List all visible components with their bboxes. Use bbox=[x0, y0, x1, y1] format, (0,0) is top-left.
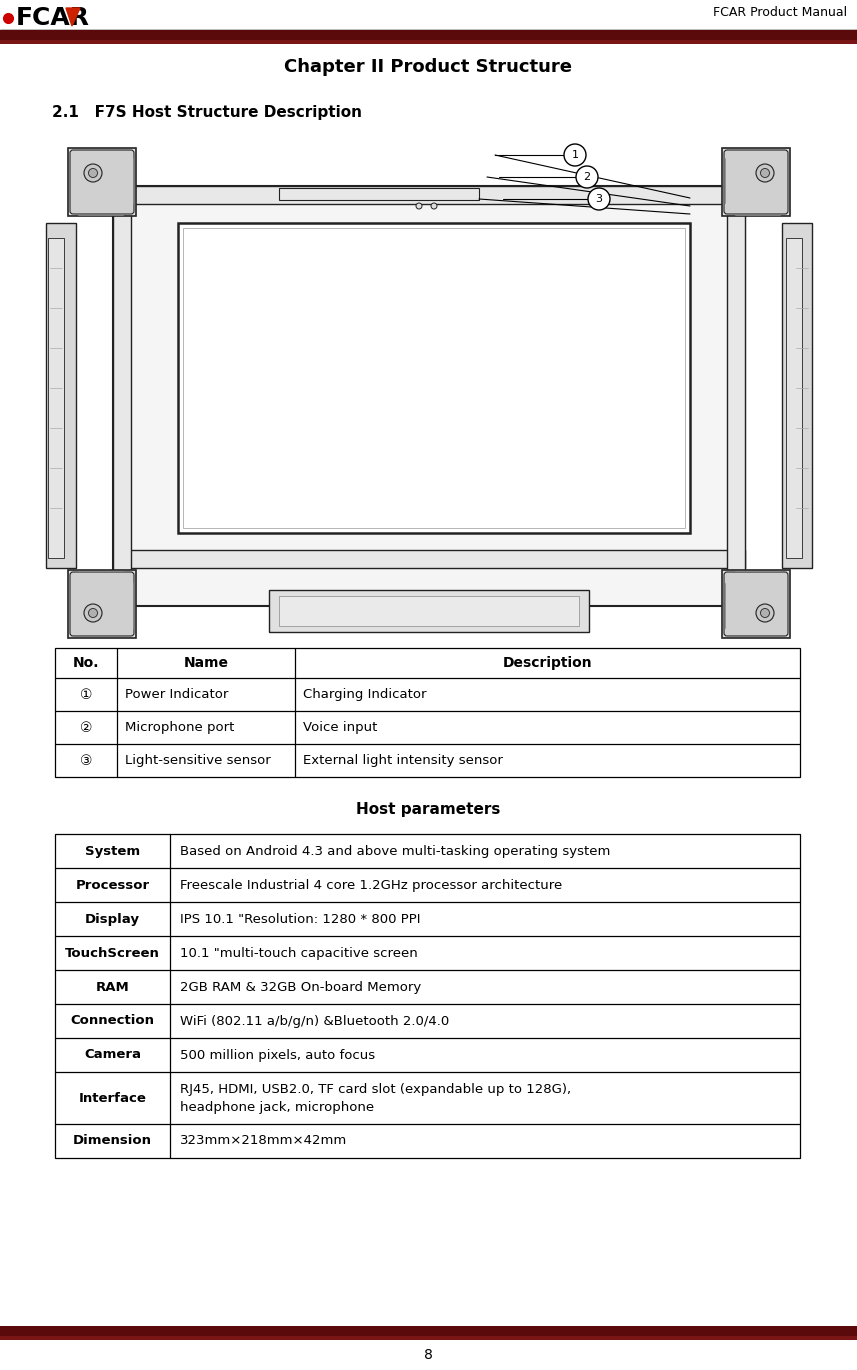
Bar bbox=[113, 186, 745, 606]
Bar bbox=[279, 188, 479, 200]
Text: Processor: Processor bbox=[75, 878, 150, 892]
Circle shape bbox=[756, 604, 774, 622]
Circle shape bbox=[760, 169, 770, 178]
Text: TouchScreen: TouchScreen bbox=[65, 947, 160, 959]
Bar bbox=[68, 148, 136, 216]
Text: Camera: Camera bbox=[84, 1048, 141, 1062]
Bar bbox=[55, 834, 800, 1158]
Text: Name: Name bbox=[183, 656, 229, 670]
Bar bbox=[113, 549, 745, 569]
FancyBboxPatch shape bbox=[724, 573, 788, 636]
Bar bbox=[0, 40, 857, 44]
Bar bbox=[0, 1326, 857, 1336]
Text: ②: ② bbox=[80, 721, 93, 734]
Bar bbox=[786, 238, 802, 558]
Text: Voice input: Voice input bbox=[303, 721, 377, 734]
Polygon shape bbox=[66, 8, 80, 26]
Bar bbox=[183, 227, 685, 527]
Text: ①: ① bbox=[80, 688, 93, 701]
Circle shape bbox=[84, 604, 102, 622]
Text: RJ45, HDMI, USB2.0, TF card slot (expandable up to 128G),: RJ45, HDMI, USB2.0, TF card slot (expand… bbox=[180, 1082, 571, 1096]
Text: IPS 10.1 "Resolution: 1280 * 800 PPI: IPS 10.1 "Resolution: 1280 * 800 PPI bbox=[180, 912, 421, 926]
Text: External light intensity sensor: External light intensity sensor bbox=[303, 754, 503, 767]
Text: 8: 8 bbox=[423, 1348, 433, 1362]
Circle shape bbox=[416, 203, 422, 210]
Text: 10.1 "multi-touch capacitive screen: 10.1 "multi-touch capacitive screen bbox=[180, 947, 417, 959]
Bar bbox=[269, 590, 589, 632]
Text: Display: Display bbox=[85, 912, 140, 926]
Text: FCAR: FCAR bbox=[16, 5, 90, 30]
Bar bbox=[727, 186, 745, 606]
Circle shape bbox=[88, 169, 98, 178]
Text: Light-sensitive sensor: Light-sensitive sensor bbox=[125, 754, 271, 767]
FancyBboxPatch shape bbox=[70, 573, 134, 636]
Bar bbox=[0, 1336, 857, 1340]
Text: 500 million pixels, auto focus: 500 million pixels, auto focus bbox=[180, 1048, 375, 1062]
FancyBboxPatch shape bbox=[70, 149, 134, 214]
Text: Connection: Connection bbox=[70, 1015, 154, 1028]
Bar bbox=[0, 0, 857, 30]
Circle shape bbox=[88, 608, 98, 618]
Text: 1: 1 bbox=[572, 149, 578, 160]
Text: Based on Android 4.3 and above multi-tasking operating system: Based on Android 4.3 and above multi-tas… bbox=[180, 844, 610, 858]
Bar bbox=[0, 30, 857, 40]
Text: 2: 2 bbox=[584, 173, 590, 182]
Bar bbox=[722, 148, 790, 216]
Text: WiFi (802.11 a/b/g/n) &Bluetooth 2.0/4.0: WiFi (802.11 a/b/g/n) &Bluetooth 2.0/4.0 bbox=[180, 1015, 449, 1028]
Bar bbox=[55, 648, 800, 777]
Text: Host parameters: Host parameters bbox=[356, 801, 500, 817]
Text: Chapter II Product Structure: Chapter II Product Structure bbox=[284, 58, 572, 75]
Text: 3: 3 bbox=[596, 195, 602, 204]
Bar bbox=[722, 570, 790, 638]
Bar bbox=[782, 223, 812, 569]
Circle shape bbox=[84, 164, 102, 182]
Text: 2GB RAM & 32GB On-board Memory: 2GB RAM & 32GB On-board Memory bbox=[180, 981, 422, 993]
Bar bbox=[279, 596, 579, 626]
Circle shape bbox=[564, 144, 586, 166]
Text: Freescale Industrial 4 core 1.2GHz processor architecture: Freescale Industrial 4 core 1.2GHz proce… bbox=[180, 878, 562, 892]
Text: Charging Indicator: Charging Indicator bbox=[303, 688, 427, 701]
Circle shape bbox=[576, 166, 598, 188]
Text: 2.1   F7S Host Structure Description: 2.1 F7S Host Structure Description bbox=[52, 105, 362, 121]
Text: 323mm×218mm×42mm: 323mm×218mm×42mm bbox=[180, 1134, 347, 1148]
Text: RAM: RAM bbox=[96, 981, 129, 993]
Text: ③: ③ bbox=[80, 754, 93, 767]
Bar bbox=[178, 223, 690, 533]
Text: headphone jack, microphone: headphone jack, microphone bbox=[180, 1101, 375, 1115]
Bar bbox=[113, 186, 745, 204]
Bar bbox=[48, 238, 64, 558]
Circle shape bbox=[756, 164, 774, 182]
Text: Description: Description bbox=[503, 656, 592, 670]
Text: Microphone port: Microphone port bbox=[125, 721, 234, 734]
Text: No.: No. bbox=[73, 656, 99, 670]
Text: FCAR Product Manual: FCAR Product Manual bbox=[713, 5, 847, 19]
Circle shape bbox=[431, 203, 437, 210]
Circle shape bbox=[760, 608, 770, 618]
FancyBboxPatch shape bbox=[724, 149, 788, 214]
Bar bbox=[68, 570, 136, 638]
Text: System: System bbox=[85, 844, 140, 858]
Text: Interface: Interface bbox=[79, 1092, 147, 1104]
Bar bbox=[46, 223, 76, 569]
Text: Power Indicator: Power Indicator bbox=[125, 688, 228, 701]
Circle shape bbox=[588, 188, 610, 210]
Text: Dimension: Dimension bbox=[73, 1134, 152, 1148]
Bar bbox=[113, 186, 131, 606]
